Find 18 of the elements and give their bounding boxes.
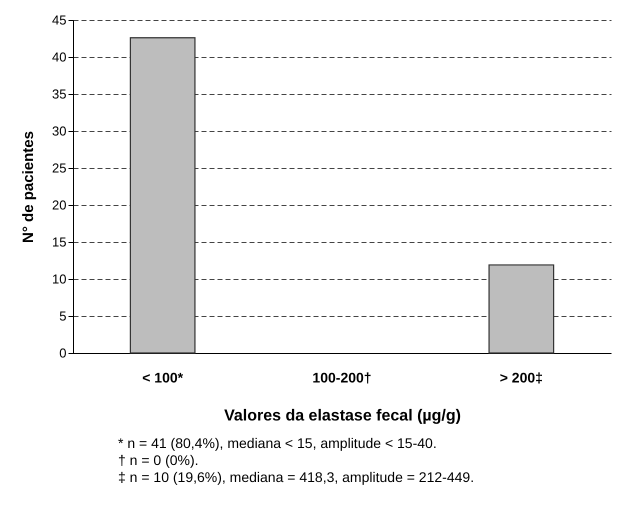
y-tick-label: 15 xyxy=(52,234,66,250)
y-tick-label: 5 xyxy=(59,308,66,324)
y-tick-label: 25 xyxy=(52,160,66,176)
x-tick-label: < 100* xyxy=(142,370,184,386)
x-axis-title: Valores da elastase fecal (µg/g) xyxy=(224,408,461,424)
text: ‡ n = 10 (19,6%), mediana = 418,3, amplitude = 212-449. xyxy=(118,469,476,486)
text: † n = 0 (0%). xyxy=(118,452,200,469)
y-tick-label: 10 xyxy=(52,272,66,286)
x-tick-label: > 200‡ xyxy=(500,370,543,386)
x-tick-label: 100-200† xyxy=(312,370,372,386)
text: * n = 41 (80,4%), mediana < 15, amplitude < 15-40. xyxy=(118,435,438,452)
y-tick-label: 0 xyxy=(59,346,66,360)
y-tick-label: 20 xyxy=(52,198,66,212)
y-tick-label: 45 xyxy=(52,12,66,28)
y-tick-label: 35 xyxy=(52,86,66,102)
y-tick-label: 30 xyxy=(52,124,66,138)
y-axis-title: N° de pacientes xyxy=(20,131,38,243)
y-tick-label: 40 xyxy=(52,50,66,64)
